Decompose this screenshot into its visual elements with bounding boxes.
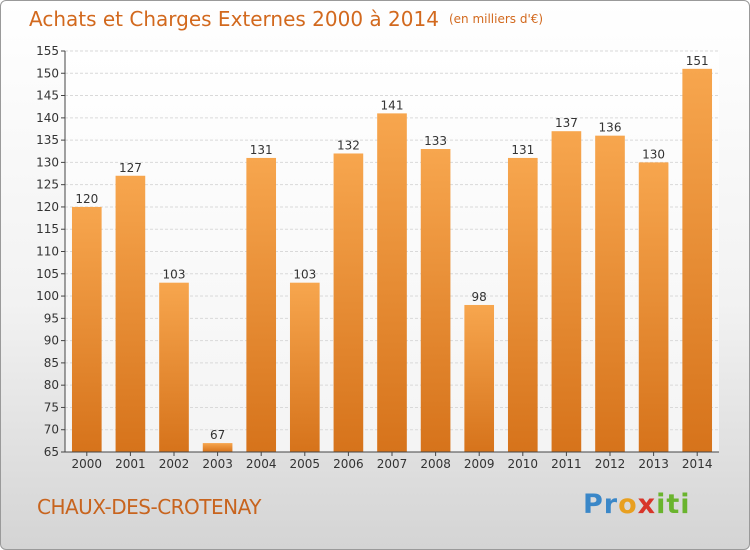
x-tick-label: 2003 bbox=[202, 457, 233, 471]
bar-2011 bbox=[551, 131, 582, 452]
x-tick-label: 2004 bbox=[246, 457, 277, 471]
bar-2014 bbox=[682, 68, 713, 453]
bar-value-label: 130 bbox=[642, 147, 665, 161]
y-tick-label: 95 bbox=[44, 311, 59, 325]
chart-title: Achats et Charges Externes 2000 à 2014 (e… bbox=[29, 7, 543, 31]
x-tick-label: 2014 bbox=[682, 457, 713, 471]
logo-part-4: iti bbox=[656, 489, 691, 520]
bar-value-label: 120 bbox=[75, 192, 98, 206]
bar-value-label: 131 bbox=[250, 143, 273, 157]
city-name: CHAUX-DES-CROTENAY bbox=[37, 495, 261, 519]
bar-value-label: 141 bbox=[381, 98, 404, 112]
x-tick-label: 2010 bbox=[508, 457, 539, 471]
logo-part-1: Pr bbox=[583, 489, 619, 520]
bar-2012 bbox=[595, 135, 625, 452]
y-tick-label: 70 bbox=[44, 423, 59, 437]
x-tick-label: 2006 bbox=[333, 457, 364, 471]
bar-2003 bbox=[202, 443, 233, 452]
y-tick-label: 105 bbox=[36, 267, 59, 281]
y-tick-label: 100 bbox=[36, 289, 59, 303]
y-tick-label: 90 bbox=[44, 334, 59, 348]
y-tick-label: 120 bbox=[36, 200, 59, 214]
x-tick-label: 2002 bbox=[159, 457, 190, 471]
bar-value-label: 131 bbox=[511, 143, 534, 157]
x-tick-label: 2012 bbox=[595, 457, 626, 471]
y-tick-label: 110 bbox=[36, 245, 59, 259]
chart-unit: (en milliers d'€) bbox=[448, 12, 544, 26]
bar-value-label: 136 bbox=[599, 121, 622, 135]
logo-part-3: x bbox=[637, 489, 657, 520]
y-tick-label: 80 bbox=[44, 378, 59, 392]
x-tick-label: 2011 bbox=[551, 457, 582, 471]
y-tick-label: 65 bbox=[44, 445, 59, 459]
y-tick-label: 85 bbox=[44, 356, 59, 370]
axis-layer bbox=[61, 50, 719, 456]
bar-value-label: 127 bbox=[119, 161, 142, 175]
bar-2004 bbox=[246, 157, 277, 452]
chart-title-text: Achats et Charges Externes 2000 à 2014 bbox=[29, 7, 439, 31]
y-tick-label: 155 bbox=[36, 44, 59, 58]
y-tick-label: 135 bbox=[36, 133, 59, 147]
x-tick-label: 2005 bbox=[290, 457, 321, 471]
bar-2006 bbox=[333, 153, 364, 452]
bar-value-label: 151 bbox=[686, 54, 709, 68]
y-tick-label: 125 bbox=[36, 178, 59, 192]
bar-2000 bbox=[71, 206, 102, 452]
y-tick-label: 75 bbox=[44, 400, 59, 414]
bar-value-label: 98 bbox=[472, 290, 487, 304]
y-tick-label: 130 bbox=[36, 155, 59, 169]
bar-2008 bbox=[420, 149, 451, 452]
y-tick-label: 150 bbox=[36, 66, 59, 80]
logo-part-2: o bbox=[618, 489, 638, 520]
bar-2009 bbox=[464, 304, 495, 452]
y-tick-label: 145 bbox=[36, 89, 59, 103]
bar-2001 bbox=[115, 175, 146, 452]
bar-value-label: 103 bbox=[293, 268, 316, 282]
bar-2007 bbox=[377, 113, 407, 452]
bar-layer bbox=[71, 68, 713, 453]
bar-value-label: 67 bbox=[210, 428, 225, 442]
y-tick-label: 115 bbox=[36, 222, 59, 236]
x-tick-label: 2013 bbox=[638, 457, 669, 471]
bar-value-label: 132 bbox=[337, 138, 360, 152]
x-tick-label: 2007 bbox=[377, 457, 408, 471]
bar-value-label: 103 bbox=[163, 268, 186, 282]
proxiti-logo: Proxiti bbox=[583, 489, 691, 520]
bar-2002 bbox=[159, 282, 189, 452]
x-tick-label: 2008 bbox=[420, 457, 451, 471]
bar-value-label: 137 bbox=[555, 116, 578, 130]
bar-2010 bbox=[507, 157, 538, 452]
bar-2005 bbox=[289, 282, 320, 452]
x-tick-label: 2001 bbox=[115, 457, 146, 471]
x-tick-label: 2009 bbox=[464, 457, 495, 471]
bar-value-label: 133 bbox=[424, 134, 447, 148]
label-layer: 65 70 75 80 85 90 95 100 105 110 115 120 125 130 135 14… bbox=[36, 44, 712, 471]
y-tick-label: 140 bbox=[36, 111, 59, 125]
x-tick-label: 2000 bbox=[72, 457, 103, 471]
bar-2013 bbox=[638, 162, 669, 452]
